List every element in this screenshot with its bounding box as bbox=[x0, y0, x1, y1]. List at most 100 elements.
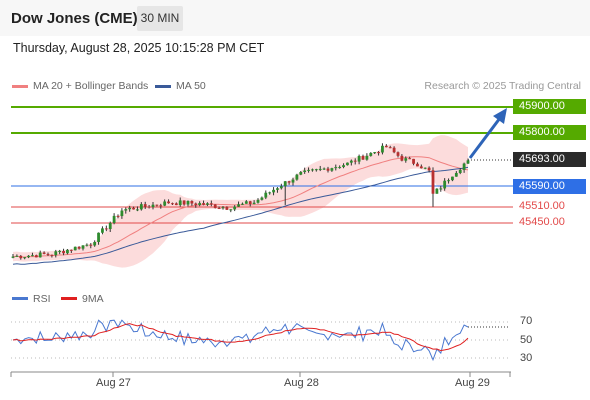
candle-body bbox=[384, 145, 388, 148]
candle-body bbox=[349, 160, 353, 163]
candle-body bbox=[136, 209, 139, 211]
candle-body bbox=[167, 201, 170, 204]
candle-body bbox=[194, 203, 198, 206]
candle-body bbox=[256, 199, 260, 203]
candle-body bbox=[342, 165, 345, 168]
candle-body bbox=[89, 244, 93, 246]
candle-body bbox=[155, 204, 159, 206]
candle-body bbox=[318, 168, 322, 170]
candle-body bbox=[283, 181, 287, 187]
candle-body bbox=[124, 209, 128, 211]
candle-body bbox=[81, 245, 85, 249]
forecast-arrow bbox=[468, 108, 507, 159]
timeframe-button[interactable]: 30 MIN bbox=[137, 6, 183, 31]
candle-body bbox=[264, 192, 268, 198]
candle-body bbox=[404, 158, 408, 161]
candle-body bbox=[139, 204, 143, 210]
candle-body bbox=[365, 155, 369, 160]
candle-body bbox=[252, 202, 256, 205]
candle-body bbox=[307, 169, 310, 171]
candle-body bbox=[314, 169, 318, 171]
candle-body bbox=[303, 170, 307, 172]
candle-body bbox=[198, 203, 202, 206]
candle-body bbox=[101, 228, 104, 233]
candle-body bbox=[330, 168, 334, 171]
last-price-tag: 45693.00 bbox=[513, 152, 586, 167]
candle-body bbox=[373, 152, 377, 154]
candle-body bbox=[400, 155, 404, 161]
candle-body bbox=[27, 255, 30, 258]
rsi-tick-50: 50 bbox=[520, 334, 533, 346]
candle-body bbox=[237, 204, 240, 207]
rsi-swatch bbox=[12, 297, 28, 300]
candle-body bbox=[353, 160, 357, 162]
candle-body bbox=[322, 168, 326, 170]
chart-header: Dow Jones (CME) 30 MIN bbox=[0, 0, 590, 36]
candle-body bbox=[116, 215, 120, 217]
candle-body bbox=[58, 250, 62, 252]
level-tag-45450: 45450.00 bbox=[519, 216, 565, 228]
candle-body bbox=[42, 252, 46, 254]
ma20-legend-label: MA 20 + Bollinger Bands bbox=[33, 80, 149, 92]
candle-body bbox=[186, 201, 190, 205]
rsi-tick-30: 30 bbox=[520, 352, 533, 364]
candle-body bbox=[381, 145, 384, 153]
moving-averages bbox=[12, 156, 469, 265]
candle-body bbox=[276, 188, 279, 190]
candle-body bbox=[15, 255, 19, 257]
candle-body bbox=[38, 252, 42, 258]
ma50-legend-label: MA 50 bbox=[176, 80, 206, 92]
candle-body bbox=[104, 228, 108, 230]
arrow-shaft bbox=[468, 117, 502, 159]
candle-body bbox=[19, 255, 23, 259]
candle-body bbox=[357, 155, 361, 162]
candle-body bbox=[120, 210, 124, 217]
candle-body bbox=[244, 201, 248, 204]
x-label-aug27: Aug 27 bbox=[96, 377, 131, 389]
level-tag-45510: 45510.00 bbox=[519, 200, 565, 212]
x-label-aug28: Aug 28 bbox=[284, 377, 319, 389]
candle-body bbox=[423, 167, 427, 169]
candle-body bbox=[151, 204, 155, 208]
candle-body bbox=[439, 188, 443, 190]
candle-body bbox=[225, 207, 229, 210]
rsi-panel bbox=[11, 319, 510, 362]
candle-body bbox=[435, 188, 439, 194]
arrow-head bbox=[493, 108, 507, 124]
candle-body bbox=[50, 254, 54, 256]
candle-body bbox=[291, 179, 295, 183]
candlesticks bbox=[11, 143, 470, 260]
candle-body bbox=[334, 167, 338, 169]
bollinger-band-area bbox=[13, 135, 468, 268]
candle-body bbox=[369, 152, 373, 156]
candle-body bbox=[66, 249, 69, 254]
candle-body bbox=[174, 203, 178, 206]
candle-body bbox=[408, 158, 412, 160]
candle-body bbox=[427, 167, 431, 171]
candle-body bbox=[268, 192, 272, 194]
candle-body bbox=[202, 203, 205, 205]
instrument-title: Dow Jones (CME) bbox=[11, 10, 138, 27]
candle-body bbox=[241, 203, 244, 205]
research-credit: Research © 2025 Trading Central bbox=[424, 80, 581, 92]
candle-body bbox=[443, 180, 447, 189]
candle-body bbox=[69, 249, 73, 251]
rsi-ma-line bbox=[12, 323, 469, 352]
candle-body bbox=[217, 207, 221, 209]
candle-body bbox=[431, 170, 435, 194]
candle-body bbox=[206, 203, 209, 205]
candle-body bbox=[143, 204, 147, 207]
x-label-aug29: Aug 29 bbox=[455, 377, 490, 389]
x-axis bbox=[10, 371, 511, 377]
candle-body bbox=[295, 174, 299, 180]
rsi-ma-swatch bbox=[61, 297, 77, 300]
candle-body bbox=[209, 203, 213, 205]
candle-body bbox=[97, 232, 100, 242]
candle-body bbox=[221, 207, 225, 209]
candle-body bbox=[248, 201, 252, 205]
candle-body bbox=[73, 246, 77, 251]
chart-datetime: Thursday, August 28, 2025 10:15:28 PM CE… bbox=[13, 41, 265, 55]
ma50-line bbox=[12, 166, 469, 265]
candle-body bbox=[62, 250, 65, 254]
